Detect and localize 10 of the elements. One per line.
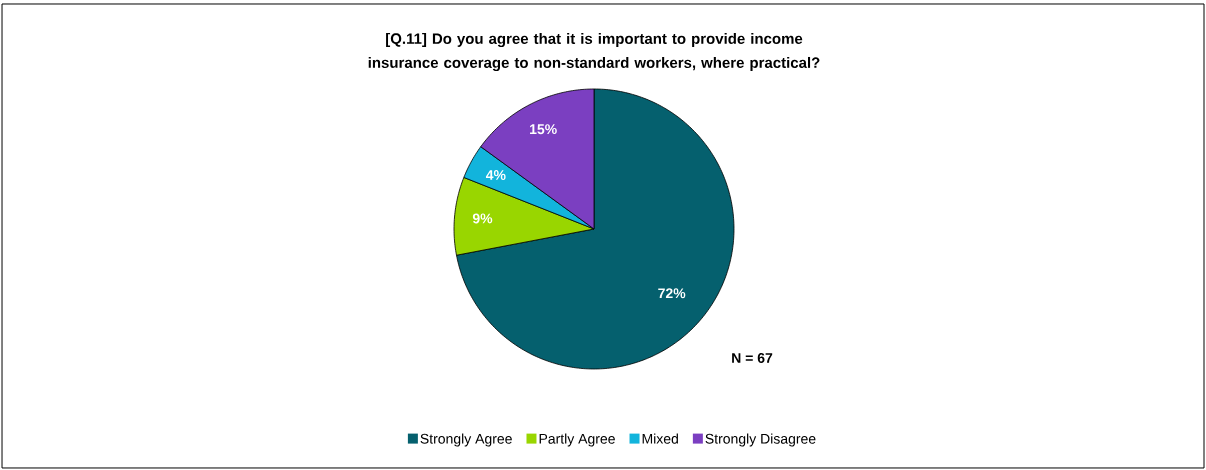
legend-label: Partly Agree bbox=[539, 433, 615, 447]
data-label: 72% bbox=[658, 288, 686, 299]
data-label: 15% bbox=[530, 124, 557, 135]
text: N = 67 bbox=[732, 353, 773, 363]
legend-label: Strongly Agree bbox=[420, 433, 512, 447]
data-label: 4% bbox=[485, 170, 506, 180]
data-label: 9% bbox=[472, 213, 493, 224]
legend-label: Mixed bbox=[642, 433, 678, 444]
legend-label: Strongly Disagree bbox=[705, 433, 816, 447]
chart-title: [Q.11] Do you agree that it is important to provide income insurance coverage to non-standard workers, where practical? bbox=[368, 32, 820, 72]
